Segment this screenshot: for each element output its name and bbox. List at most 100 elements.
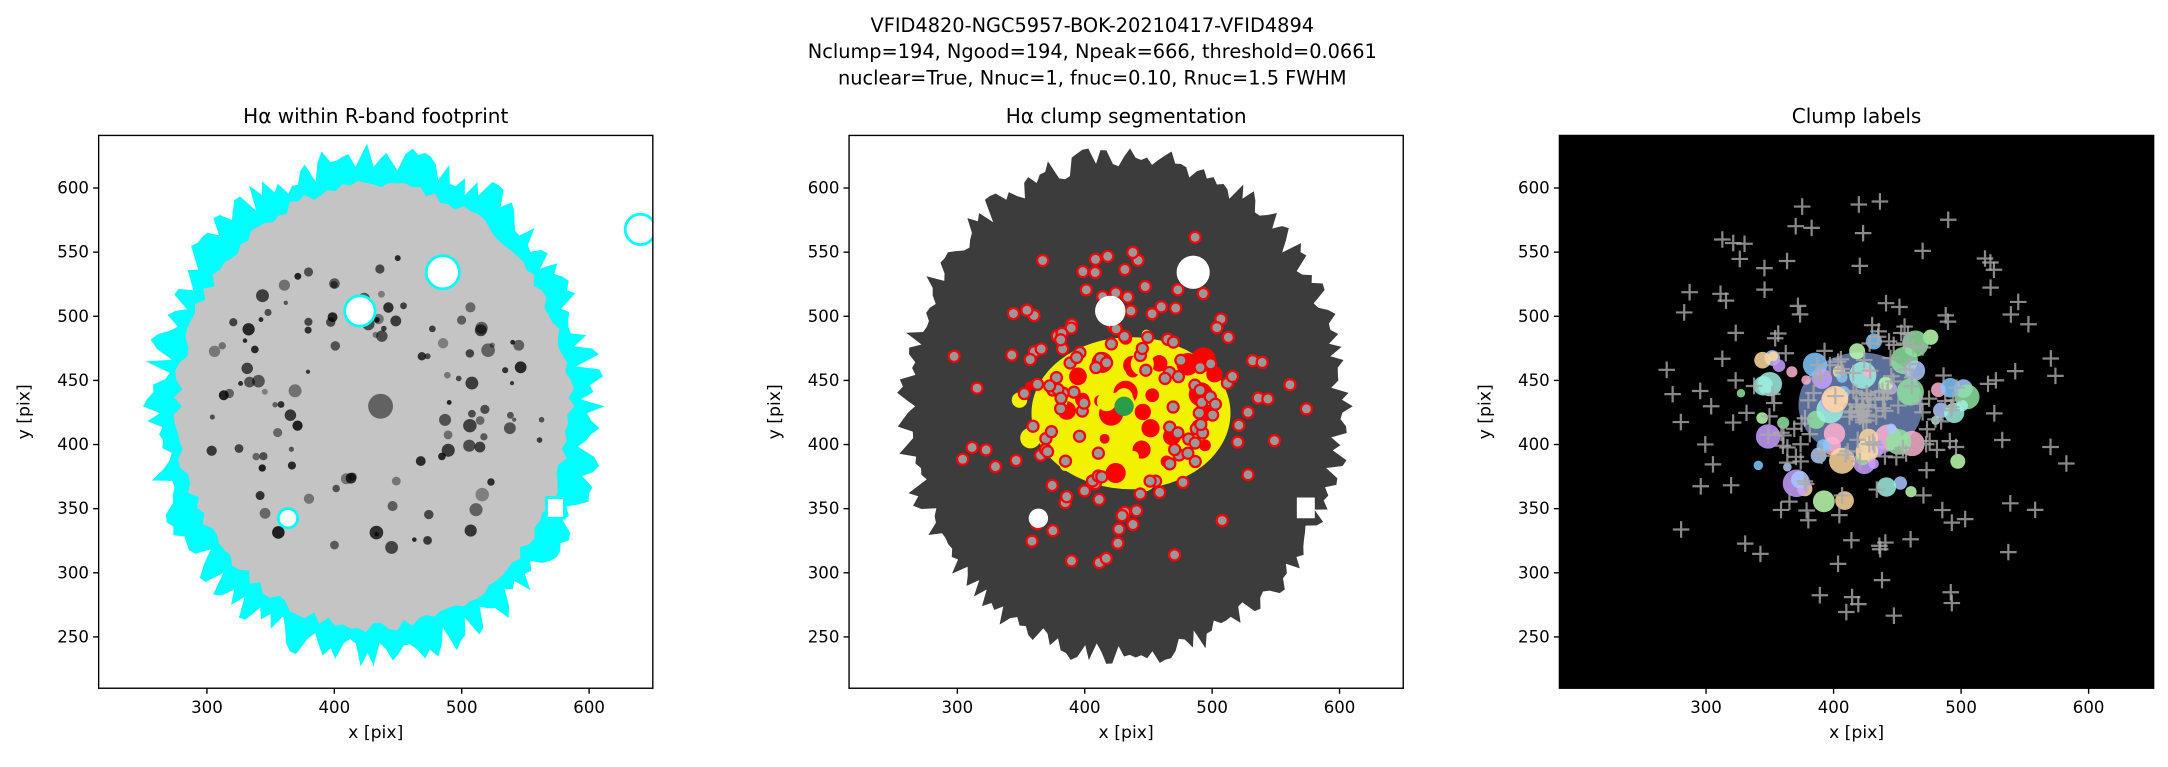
clump-marker [1811,586,1829,604]
segment [1099,433,1110,444]
clump-marker [1800,392,1817,409]
clump [1169,301,1183,315]
clump-marker [1854,224,1872,242]
clump-marker [1791,306,1809,323]
masked-star [1375,214,1404,245]
clump [1095,470,1109,484]
axes-frame [97,134,654,689]
clump [1077,396,1091,410]
x-axis-label: x [pix] [1099,723,1154,743]
clump-marker [1987,372,2005,389]
clump-marker [1864,433,1882,451]
clump [1193,360,1207,375]
clump [1171,370,1186,384]
segment [1075,456,1097,479]
emission-spot [378,290,385,298]
panel: 300 400 500 600 250 300 350 400 450 500 550 600 Hα c… [765,104,1404,743]
clump-marker [1979,375,1997,393]
emission-spot [303,267,314,277]
clump [1299,402,1314,416]
clump-label [1736,389,1746,398]
clump [1117,329,1132,344]
clump-marker [1899,325,1917,343]
panel-title: Clump labels [1792,104,1922,128]
clump-marker [1941,432,1959,450]
clump-marker [2058,455,2075,472]
emission-spot [303,493,315,504]
clump-marker [1851,408,1868,426]
clump-marker [1935,367,1952,384]
clump-marker [1778,252,1796,270]
clump-marker [1765,394,1783,412]
clump-marker [1896,318,1913,335]
emission-spot [242,338,248,343]
clump-marker [1775,427,1792,444]
emission-spot [391,476,401,486]
clump-marker [1873,571,1891,589]
emission-spot [234,444,244,453]
clump [1058,454,1073,468]
emission-spot [474,324,487,337]
emission-spot [348,472,357,481]
clump [1079,283,1093,297]
emission-spot [502,367,509,374]
clump-marker [1939,211,1957,229]
emission-spot [264,308,272,317]
emission-spot [330,540,339,550]
clump-marker [1861,362,1879,379]
emission-spot [455,375,462,382]
emission-spot [284,409,297,421]
clump-marker [1702,397,1720,415]
axes-frame [1558,134,2155,689]
emission-spot [372,331,379,338]
emission-spot [438,452,446,461]
clump-marker [1793,415,1810,432]
masked-star [623,212,653,246]
clump-marker [1803,219,1820,237]
clump [1091,446,1105,460]
clump-marker [1885,607,1903,624]
clump [1143,474,1157,488]
clump [1210,321,1224,335]
clump-marker [1889,397,1907,414]
emission-spot [480,433,488,441]
nucleus [1114,396,1134,416]
emission-spot [218,342,226,350]
clump-marker [1838,603,1855,621]
clump-marker [1943,402,1960,419]
clump [1166,400,1180,414]
clump-marker [1985,261,2003,279]
clump-marker [1934,501,1951,519]
clump-marker [1834,364,1852,381]
clump [1005,348,1019,362]
clump-label [1876,477,1897,497]
clump-marker [1672,413,1690,431]
clump-marker [2000,543,2017,561]
y-tick-label: 300 [808,563,840,582]
emission-spot [272,526,285,539]
clump-marker [1860,396,1877,414]
emission-spot [538,416,545,423]
emission-spot [327,312,338,323]
clump-marker [1777,344,1795,362]
emission-spot [469,503,483,517]
clump-marker [1902,530,1919,548]
clump-marker [1982,279,1999,296]
clump [1225,369,1240,384]
clump [956,452,970,466]
clump-marker [1704,456,1722,473]
x-tick-label: 500 [1945,698,1977,717]
emission-spot [251,345,259,354]
clump [1040,444,1055,459]
clump-marker [1664,385,1681,403]
clump [1043,379,1057,393]
emission-spot [465,302,476,313]
clump-marker [1921,432,1938,450]
image [1559,135,2154,689]
clump [1067,385,1081,399]
clump [979,443,993,457]
masked-star [545,496,566,520]
clump [1145,307,1159,321]
clump-marker [2002,306,2020,323]
clump-marker [1792,435,1809,453]
